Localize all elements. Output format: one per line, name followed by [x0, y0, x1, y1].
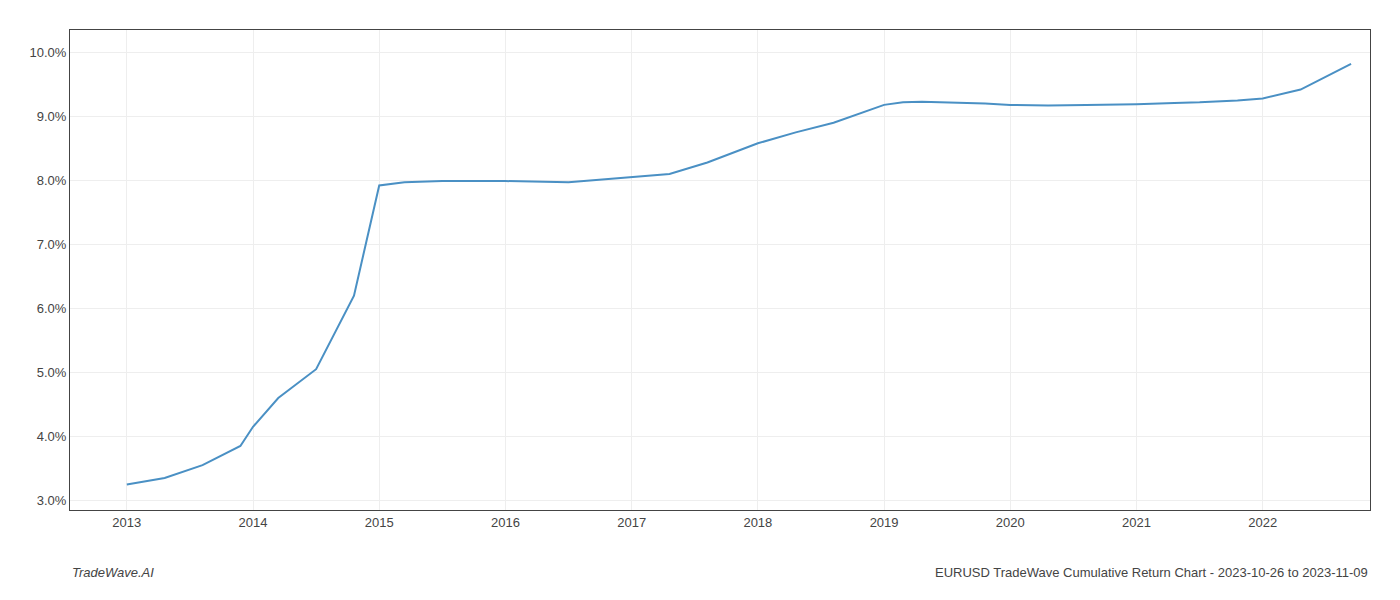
svg-text:2021: 2021: [1122, 515, 1151, 530]
svg-text:2019: 2019: [870, 515, 899, 530]
svg-text:3.0%: 3.0%: [37, 493, 67, 508]
svg-text:9.0%: 9.0%: [37, 109, 67, 124]
svg-text:TradeWave.AI: TradeWave.AI: [72, 565, 154, 580]
svg-text:2018: 2018: [743, 515, 772, 530]
svg-text:2013: 2013: [112, 515, 141, 530]
svg-text:10.0%: 10.0%: [30, 45, 67, 60]
svg-text:2015: 2015: [365, 515, 394, 530]
svg-text:EURUSD TradeWave Cumulative Re: EURUSD TradeWave Cumulative Return Chart…: [935, 565, 1368, 580]
svg-text:7.0%: 7.0%: [37, 237, 67, 252]
svg-text:2020: 2020: [996, 515, 1025, 530]
svg-text:4.0%: 4.0%: [37, 429, 67, 444]
svg-text:5.0%: 5.0%: [37, 365, 67, 380]
svg-text:6.0%: 6.0%: [37, 301, 67, 316]
svg-text:2022: 2022: [1248, 515, 1277, 530]
svg-text:2014: 2014: [239, 515, 268, 530]
svg-text:8.0%: 8.0%: [37, 173, 67, 188]
svg-text:2016: 2016: [491, 515, 520, 530]
svg-text:2017: 2017: [617, 515, 646, 530]
